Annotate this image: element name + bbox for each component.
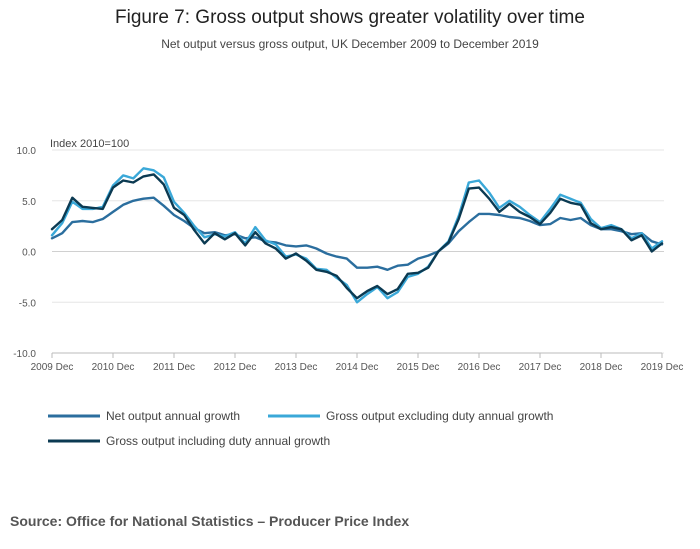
series-lines <box>50 167 664 304</box>
x-tick-label: 2010 Dec <box>92 362 135 373</box>
x-axis: 2009 Dec 2010 Dec 2011 Dec 2012 Dec 2013 Dec… <box>31 352 684 373</box>
series-line <box>50 167 664 304</box>
legend-label: Gross output including duty annual growt… <box>106 434 330 448</box>
y-axis-ticks: 10.0 5.0 0.0 -5.0 -10.0 <box>13 146 36 360</box>
y-tick-label: -10.0 <box>13 349 36 360</box>
x-tick-label: 2014 Dec <box>336 362 379 373</box>
series-line <box>50 173 664 300</box>
legend-label: Net output annual growth <box>106 409 240 423</box>
x-tick-label: 2013 Dec <box>275 362 318 373</box>
legend-label: Gross output excluding duty annual growt… <box>326 409 553 423</box>
x-tick-label: 2009 Dec <box>31 362 74 373</box>
x-tick-label: 2017 Dec <box>519 362 562 373</box>
x-tick-label: 2016 Dec <box>458 362 501 373</box>
series-line <box>50 196 664 271</box>
x-tick-label: 2019 Dec <box>641 362 684 373</box>
y-tick-label: 0.0 <box>22 248 36 259</box>
x-tick-label: 2015 Dec <box>397 362 440 373</box>
chart-title: Figure 7: Gross output shows greater vol… <box>115 7 585 28</box>
y-tick-label: 5.0 <box>22 197 36 208</box>
legend: Net output annual growth Gross output exc… <box>48 409 553 448</box>
y-tick-label: 10.0 <box>17 146 37 157</box>
y-axis-label: Index 2010=100 <box>50 138 129 150</box>
x-tick-label: 2018 Dec <box>580 362 623 373</box>
y-tick-label: -5.0 <box>19 298 37 309</box>
chart-subtitle: Net output versus gross output, UK Decem… <box>161 37 539 51</box>
gridlines <box>52 149 664 354</box>
source-note: Source: Office for National Statistics –… <box>10 513 410 529</box>
x-tick-label: 2011 Dec <box>153 362 195 373</box>
x-tick-label: 2012 Dec <box>214 362 257 373</box>
